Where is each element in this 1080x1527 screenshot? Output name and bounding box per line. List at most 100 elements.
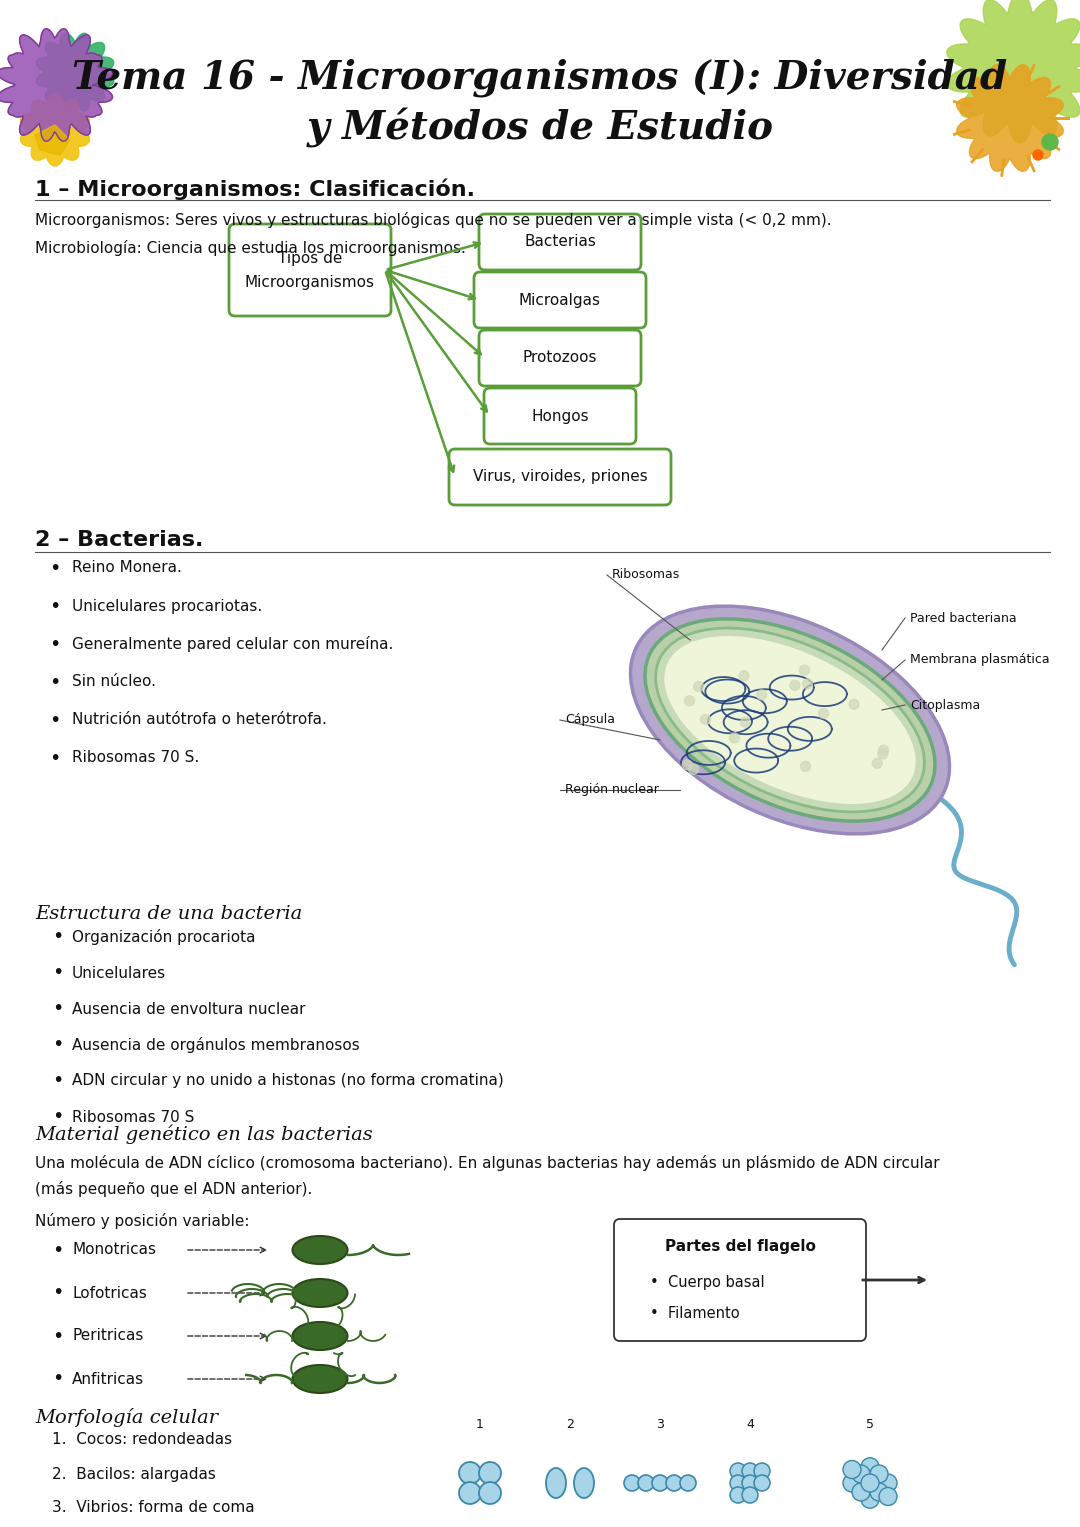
FancyBboxPatch shape [615,1219,866,1341]
FancyBboxPatch shape [480,214,642,270]
Circle shape [870,1464,888,1483]
Text: 1 – Microorganismos: Clasificación.: 1 – Microorganismos: Clasificación. [35,179,475,200]
Text: •  Filamento: • Filamento [650,1306,740,1321]
Circle shape [701,715,711,724]
Ellipse shape [293,1365,348,1393]
Ellipse shape [293,1322,348,1350]
Circle shape [685,696,694,705]
Text: Ribosomas 70 S.: Ribosomas 70 S. [72,750,199,765]
Circle shape [652,1475,669,1490]
Text: Unicelulares: Unicelulares [72,965,166,980]
Ellipse shape [664,637,916,805]
Text: y Métodos de Estudio: y Métodos de Estudio [307,108,773,148]
Text: Hongos: Hongos [531,409,589,423]
Circle shape [1042,134,1058,150]
Circle shape [870,1483,888,1501]
Text: 3.  Vibrios: forma de coma: 3. Vibrios: forma de coma [52,1501,255,1515]
Text: •: • [52,927,64,947]
Text: ADN circular y no unido a histonas (no forma cromatina): ADN circular y no unido a histonas (no f… [72,1073,503,1089]
Circle shape [873,759,882,768]
Text: •: • [50,597,60,615]
Text: Protozoos: Protozoos [523,351,597,365]
Text: Sin núcleo.: Sin núcleo. [72,675,156,690]
Text: •: • [52,1240,64,1260]
Circle shape [799,666,809,675]
Text: Morfología celular: Morfología celular [35,1408,218,1428]
Text: 2: 2 [566,1419,573,1431]
Text: •  Cuerpo basal: • Cuerpo basal [650,1275,765,1290]
Circle shape [1032,150,1043,160]
Circle shape [638,1475,654,1490]
Circle shape [742,1475,758,1490]
Text: Ausencia de envoltura nuclear: Ausencia de envoltura nuclear [72,1002,306,1017]
Circle shape [754,1475,770,1490]
FancyBboxPatch shape [480,330,642,386]
Text: (más pequeño que el ADN anterior).: (más pequeño que el ADN anterior). [35,1180,312,1197]
Text: Organización procariota: Organización procariota [72,928,256,945]
Text: 4: 4 [746,1419,754,1431]
Circle shape [480,1483,501,1504]
Circle shape [480,1461,501,1484]
Ellipse shape [631,606,949,834]
Ellipse shape [573,1467,594,1498]
Ellipse shape [656,628,924,812]
Circle shape [741,718,751,727]
Circle shape [742,1487,758,1503]
Polygon shape [37,34,113,111]
Text: 5: 5 [866,1419,874,1431]
Circle shape [666,1475,681,1490]
Ellipse shape [293,1235,348,1264]
Circle shape [852,1464,870,1483]
Polygon shape [0,29,112,142]
Text: Número y posición variable:: Número y posición variable: [35,1212,249,1229]
Circle shape [693,681,703,692]
Text: Ribosomas: Ribosomas [612,568,680,582]
Circle shape [878,748,888,759]
Circle shape [802,680,812,689]
Text: Partes del flagelo: Partes del flagelo [664,1240,815,1255]
Circle shape [459,1483,481,1504]
Circle shape [730,1487,746,1503]
Text: Nutrición autótrofa o heterótrofa.: Nutrición autótrofa o heterótrofa. [72,713,327,727]
Text: Reino Monera.: Reino Monera. [72,560,181,576]
Text: Bacterias: Bacterias [524,235,596,249]
Text: 3: 3 [656,1419,664,1431]
Circle shape [624,1475,640,1490]
Circle shape [852,1483,870,1501]
Text: Microorganismos: Microorganismos [245,275,375,290]
Text: •: • [50,672,60,692]
Text: Unicelulares procariotas.: Unicelulares procariotas. [72,599,262,614]
Circle shape [689,765,699,774]
Text: Generalmente pared celular con mureína.: Generalmente pared celular con mureína. [72,637,393,652]
Polygon shape [957,64,1063,171]
Circle shape [861,1458,879,1475]
Text: Lofotricas: Lofotricas [72,1286,147,1301]
Circle shape [879,745,889,756]
Circle shape [879,1474,897,1492]
Text: Microorganismos: Seres vivos y estructuras biológicas que no se pueden ver a sim: Microorganismos: Seres vivos y estructur… [35,212,832,228]
Circle shape [800,762,811,771]
Circle shape [739,670,748,681]
Text: 2.  Bacilos: alargadas: 2. Bacilos: alargadas [52,1466,216,1481]
Text: Microalgas: Microalgas [519,293,600,307]
Text: •: • [52,1035,64,1055]
Text: Citoplasma: Citoplasma [910,698,981,712]
Circle shape [757,690,767,699]
Circle shape [861,1474,879,1492]
Text: •: • [52,1072,64,1090]
Circle shape [789,681,800,690]
Circle shape [843,1474,861,1492]
Circle shape [730,1463,746,1480]
Text: Ribosomas 70 S: Ribosomas 70 S [72,1110,194,1124]
Text: Material genético en las bacterias: Material genético en las bacterias [35,1125,373,1145]
Ellipse shape [293,1280,348,1307]
Text: Tipos de: Tipos de [278,250,342,266]
Circle shape [754,1463,770,1480]
Text: •: • [50,710,60,730]
Circle shape [861,1490,879,1509]
Circle shape [843,1460,861,1478]
FancyBboxPatch shape [484,388,636,444]
Text: •: • [50,559,60,577]
Circle shape [819,709,828,718]
Circle shape [730,1475,746,1490]
